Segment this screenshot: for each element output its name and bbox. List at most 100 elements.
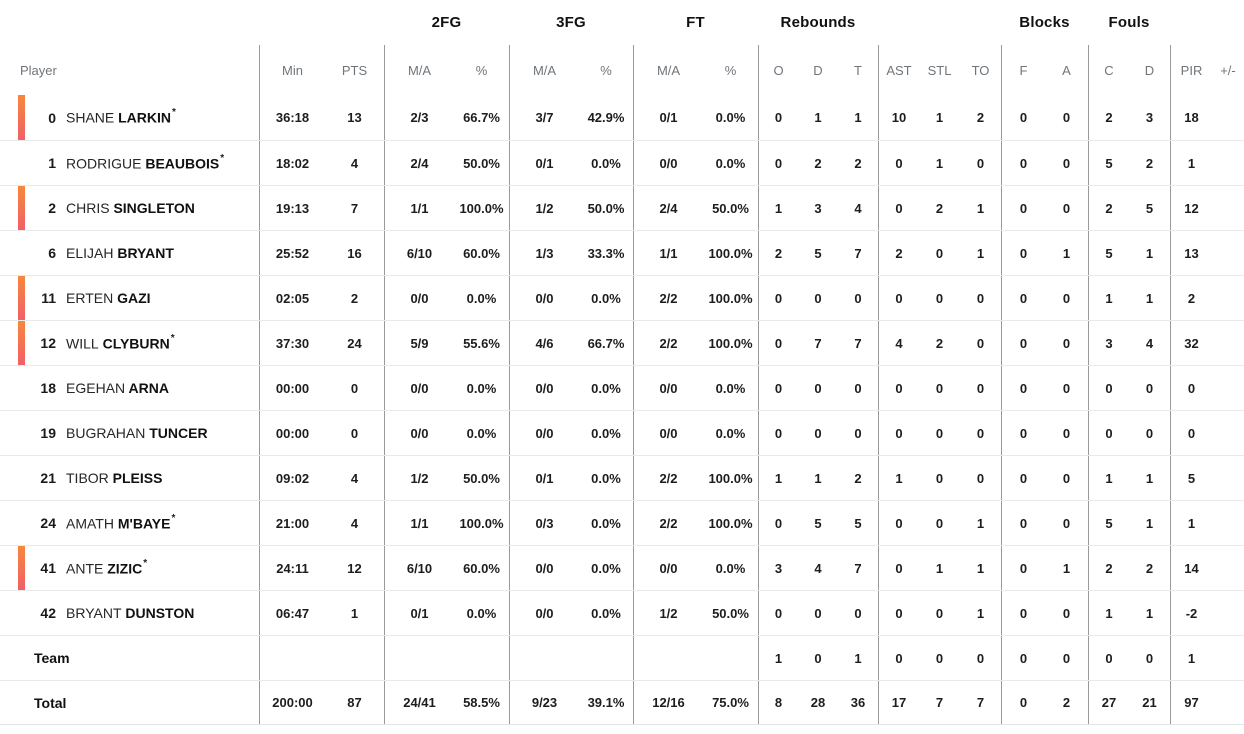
stat-min: 19:13 bbox=[259, 186, 325, 230]
stat-blk-f: 0 bbox=[1001, 456, 1045, 500]
column-header-reb-o: O bbox=[758, 45, 798, 95]
stat-stl: 0 bbox=[935, 515, 944, 531]
stat-plus-minus bbox=[1212, 681, 1244, 724]
player-cell: 24 AMATH M'BAYE* bbox=[0, 501, 259, 545]
stat-2fg-pct: 60.0% bbox=[463, 245, 500, 261]
stat-2fg-pct: 0.0% bbox=[466, 380, 497, 396]
stat-min: 02:05 bbox=[259, 276, 325, 320]
stat-foul-d: 1 bbox=[1145, 605, 1154, 621]
stat-foul-d: 0 bbox=[1145, 380, 1154, 396]
column-header-ft-ma: M/A bbox=[633, 45, 703, 95]
stat-reb-o: 2 bbox=[758, 231, 798, 275]
jersey-number: 2 bbox=[48, 200, 56, 216]
stat-reb-d: 0 bbox=[814, 290, 822, 306]
jersey-number: 41 bbox=[40, 560, 56, 576]
jersey-number: 0 bbox=[48, 109, 56, 126]
stat-pts: 16 bbox=[347, 245, 362, 261]
stat-3fg-ma: 4/6 bbox=[509, 321, 579, 365]
stat-ast: 2 bbox=[878, 231, 919, 275]
player-last-name: LARKIN bbox=[118, 109, 172, 126]
stat-pts: 0 bbox=[350, 380, 359, 396]
stat-3fg-ma: 0/0 bbox=[509, 546, 579, 590]
stat-blk-a: 0 bbox=[1062, 335, 1071, 351]
group-header-spacer bbox=[878, 0, 1001, 45]
stat-reb-o: 0 bbox=[758, 276, 798, 320]
stat-3fg-ma: 0/0 bbox=[509, 411, 579, 455]
stat-min: 18:02 bbox=[259, 141, 325, 185]
stat-pir: 97 bbox=[1170, 681, 1212, 724]
stat-stl: 1 bbox=[935, 155, 944, 171]
player-cell: 21 TIBOR PLEISS bbox=[0, 456, 259, 500]
player-first-name: TIBOR bbox=[66, 470, 109, 486]
stat-2fg-pct: 66.7% bbox=[463, 110, 500, 125]
stat-reb-d: 3 bbox=[814, 200, 822, 216]
player-last-name: ARNA bbox=[128, 380, 169, 396]
column-header-pts: PTS bbox=[341, 62, 368, 78]
stat-reb-o: 0 bbox=[758, 411, 798, 455]
stat-2fg-ma bbox=[384, 636, 454, 680]
stat-3fg-ma: 0/1 bbox=[509, 141, 579, 185]
jersey-number: 42 bbox=[40, 605, 56, 621]
column-header-blk-f: F bbox=[1001, 45, 1045, 95]
player-name: EGEHAN ARNA bbox=[66, 380, 169, 396]
player-row: 12 WILL CLYBURN* 37:30 24 5/9 55.6% 4/6 66.7% 2/… bbox=[0, 320, 1244, 365]
stat-pir: 0 bbox=[1170, 366, 1212, 410]
stat-pts: 4 bbox=[350, 515, 359, 531]
player-first-name: BUGRAHAN bbox=[66, 425, 146, 441]
summary-label: Team bbox=[34, 650, 70, 666]
stat-to: 0 bbox=[976, 470, 985, 486]
stat-plus-minus bbox=[1212, 276, 1244, 320]
stat-2fg-pct: 0.0% bbox=[466, 425, 497, 441]
stat-ft-pct: 100.0% bbox=[708, 470, 753, 486]
stat-ft-ma: 0/0 bbox=[633, 366, 703, 410]
stat-3fg-ma: 0/0 bbox=[509, 276, 579, 320]
stat-min bbox=[259, 636, 325, 680]
stat-ft-ma: 0/0 bbox=[633, 141, 703, 185]
player-name: AMATH M'BAYE* bbox=[66, 513, 175, 532]
summary-label-cell: Team bbox=[0, 636, 259, 680]
player-name: SHANE LARKIN* bbox=[66, 107, 176, 126]
stat-2fg-ma: 1/1 bbox=[384, 186, 454, 230]
stat-foul-c: 1 bbox=[1088, 276, 1129, 320]
stat-pir: -2 bbox=[1170, 591, 1212, 635]
player-name: RODRIGUE BEAUBOIS* bbox=[66, 153, 224, 172]
stat-ft-ma: 2/4 bbox=[633, 186, 703, 230]
player-row: 18 EGEHAN ARNA 00:00 0 0/0 0.0% 0/0 0.0% 0/0 0.0%… bbox=[0, 365, 1244, 410]
stat-stl: 0 bbox=[935, 425, 944, 441]
column-header-3fg-pct: % bbox=[600, 62, 612, 78]
stat-foul-d: 5 bbox=[1145, 200, 1154, 216]
stat-blk-f: 0 bbox=[1001, 411, 1045, 455]
stat-pts: 12 bbox=[347, 560, 362, 576]
column-header-ft-pct: % bbox=[724, 62, 737, 78]
player-first-name: ELIJAH bbox=[66, 245, 114, 261]
player-row: 42 BRYANT DUNSTON 06:47 1 0/1 0.0% 0/0 0.0% 1/2 5… bbox=[0, 590, 1244, 635]
stat-ft-ma: 2/2 bbox=[633, 456, 703, 500]
stat-ft-pct: 100.0% bbox=[708, 290, 753, 306]
stat-plus-minus bbox=[1212, 636, 1244, 680]
stat-3fg-ma: 3/7 bbox=[509, 95, 579, 140]
group-header-blocks: Blocks bbox=[1019, 14, 1070, 31]
player-first-name: BRYANT bbox=[66, 605, 122, 621]
summary-row-team: Team 1 0 1 0 0 0 0 0 0 0 1 bbox=[0, 635, 1244, 680]
stat-3fg-pct: 0.0% bbox=[591, 605, 621, 621]
stat-min: 00:00 bbox=[259, 366, 325, 410]
player-name: ANTE ZIZIC* bbox=[66, 558, 147, 577]
stat-ast: 4 bbox=[878, 321, 919, 365]
stat-3fg-pct: 33.3% bbox=[587, 245, 625, 261]
stat-foul-c: 2 bbox=[1088, 95, 1129, 140]
column-header-ast: AST bbox=[878, 45, 919, 95]
stat-ft-ma: 0/0 bbox=[633, 546, 703, 590]
stat-foul-d: 1 bbox=[1145, 290, 1154, 306]
stat-pts bbox=[325, 636, 384, 680]
player-last-name: DUNSTON bbox=[125, 605, 195, 621]
player-last-name: ZIZIC bbox=[107, 560, 143, 577]
stat-reb-t: 7 bbox=[854, 335, 862, 351]
stat-reb-t: 1 bbox=[854, 650, 862, 666]
stat-reb-d: 5 bbox=[814, 515, 822, 531]
stat-stl: 0 bbox=[935, 605, 944, 621]
group-header-ft: FT bbox=[686, 14, 705, 31]
on-court-indicator bbox=[18, 546, 25, 590]
stat-reb-d: 28 bbox=[810, 695, 826, 710]
stat-ft-ma: 2/2 bbox=[633, 501, 703, 545]
on-court-indicator bbox=[18, 321, 25, 365]
